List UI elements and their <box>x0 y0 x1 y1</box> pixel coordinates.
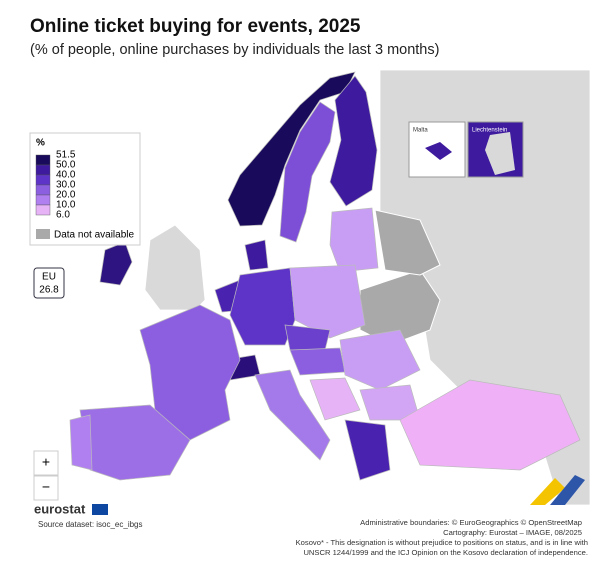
title: Online ticket buying for events, 2025 <box>30 16 361 37</box>
zoom-in[interactable] <box>33 450 59 476</box>
eu-value: 26.8 <box>39 285 59 296</box>
legend-title: % <box>36 138 45 149</box>
legend-swatch <box>35 164 51 176</box>
legend-swatch <box>35 154 51 166</box>
subtitle: (% of people, online purchases by indivi… <box>30 42 439 58</box>
zoom-out-label[interactable]: − <box>42 479 50 495</box>
legend-class: 20.0 <box>56 190 76 201</box>
legend-class: 30.0 <box>56 180 76 191</box>
legend-class: 40.0 <box>56 170 76 181</box>
inset-label: Liechtenstein <box>472 128 507 134</box>
zoom-in-label[interactable]: + <box>42 454 50 470</box>
legend-swatch <box>35 174 51 186</box>
legend-class: 50.0 <box>56 160 76 171</box>
credit: Cartography: Eurostat – IMAGE, 08/2025 <box>443 528 582 537</box>
logo: eurostat <box>34 501 86 516</box>
legend-na: Data not available <box>54 230 134 241</box>
zoom-out[interactable] <box>33 475 59 501</box>
eu-box: EU 26.8 <box>33 267 65 299</box>
legend-swatch <box>35 184 51 196</box>
credit: Administrative boundaries: © EuroGeograp… <box>360 518 582 527</box>
legend: % 51.550.040.030.020.010.06.0 Data not a… <box>29 132 141 246</box>
eu-label: EU <box>42 272 56 283</box>
legend-class: 6.0 <box>56 210 70 221</box>
legend-swatch <box>35 204 51 216</box>
credit: UNSCR 1244/1999 and the ICJ Opinion on t… <box>303 548 588 557</box>
inset-label: Malta <box>413 128 428 134</box>
insets: Malta Liechtenstein <box>408 121 524 178</box>
legend-class: 51.5 <box>56 150 76 161</box>
credit: Kosovo* - This designation is without pr… <box>296 538 588 547</box>
legend-swatch <box>35 194 51 206</box>
zoom: + − <box>33 450 59 501</box>
legend-class: 10.0 <box>56 200 76 211</box>
source: Source dataset: isoc_ec_ibgs <box>38 520 143 529</box>
